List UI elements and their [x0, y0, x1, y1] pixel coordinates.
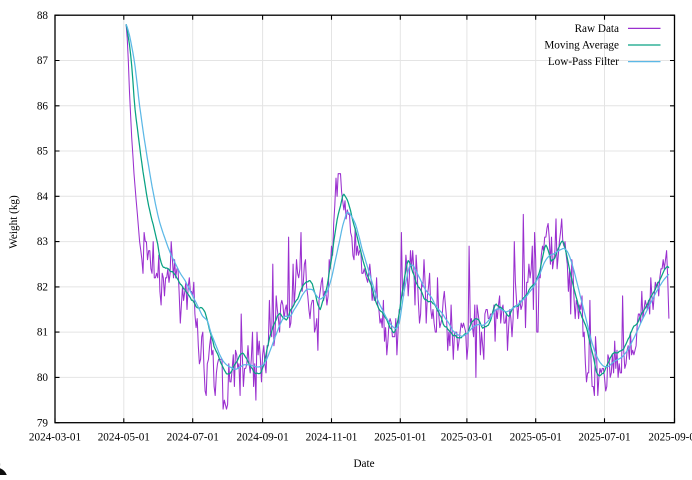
- svg-text:81: 81: [37, 327, 48, 339]
- svg-text:Raw Data: Raw Data: [575, 23, 619, 35]
- svg-text:88: 88: [37, 10, 49, 22]
- svg-text:2025-05-01: 2025-05-01: [510, 432, 562, 444]
- svg-text:2024-05-01: 2024-05-01: [98, 432, 150, 444]
- svg-text:85: 85: [37, 146, 49, 158]
- svg-text:82: 82: [37, 282, 48, 294]
- svg-text:Low-Pass Filter: Low-Pass Filter: [548, 56, 619, 68]
- svg-text:2024-09-01: 2024-09-01: [236, 432, 288, 444]
- svg-text:83: 83: [37, 236, 49, 248]
- svg-text:2024-11-01: 2024-11-01: [306, 432, 358, 444]
- svg-text:87: 87: [37, 55, 49, 67]
- svg-text:Weight (kg): Weight (kg): [8, 195, 20, 249]
- svg-text:2025-03-01: 2025-03-01: [441, 432, 493, 444]
- svg-text:Date: Date: [353, 458, 374, 470]
- svg-text:84: 84: [37, 191, 49, 203]
- svg-text:2024-03-01: 2024-03-01: [29, 432, 81, 444]
- svg-text:Moving Average: Moving Average: [544, 40, 619, 52]
- svg-text:79: 79: [37, 417, 49, 429]
- svg-text:86: 86: [37, 100, 49, 112]
- svg-text:80: 80: [37, 372, 49, 384]
- svg-text:2025-01-01: 2025-01-01: [374, 432, 426, 444]
- svg-text:2024-07-01: 2024-07-01: [167, 432, 219, 444]
- svg-text:2025-07-01: 2025-07-01: [578, 432, 630, 444]
- svg-text:2025-09-01: 2025-09-01: [648, 432, 692, 444]
